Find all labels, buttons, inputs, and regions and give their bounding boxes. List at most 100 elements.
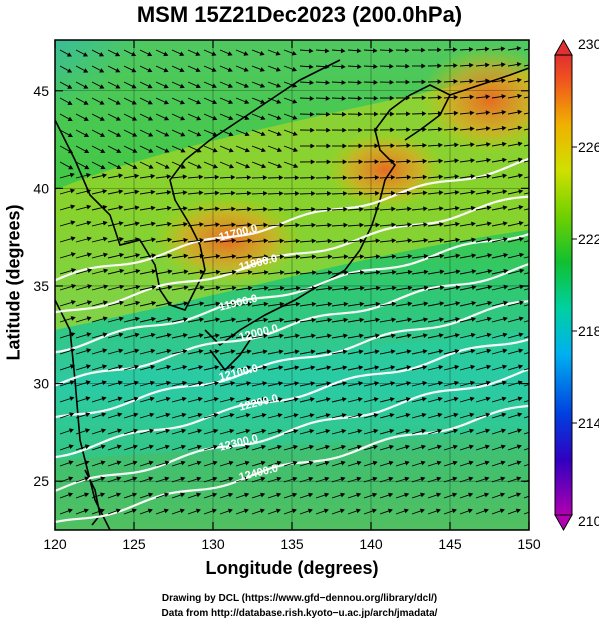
wind-vector-head [503,300,509,306]
wind-vector-head [115,84,121,89]
wind-vector-head [438,364,444,370]
wind-vector-head [420,460,426,466]
wind-vector [523,48,529,51]
wind-vector-head [503,237,508,242]
wind-vector-head [212,147,218,153]
wind-vector-head [163,51,169,57]
wind-vector-head [228,163,234,169]
wind-vector-head [117,380,123,386]
wind-vector-head [118,173,124,179]
wind-vector-head [197,412,203,418]
wind-vector-head [69,412,75,417]
wind-vector-head [244,163,251,169]
wind-vector-head [471,285,477,290]
wind-vector-head [212,492,218,498]
wind-vector-head [471,253,477,259]
wind-vector-head [228,147,234,153]
wind-vector-head [198,349,204,354]
wind-vector-head [70,332,76,337]
wind-vector-head [118,189,124,195]
wind-vector-head [292,83,298,88]
wind-vector-head [67,132,73,138]
wind-vector-head [341,96,347,101]
wind-vector-head [244,492,250,498]
wind-vector-head [453,94,459,100]
wind-vector-head [165,396,171,402]
wind-vector-head [534,429,538,432]
wind-vector-head [82,52,89,57]
wind-vector-head [470,205,476,211]
wind-vector-head [182,174,188,180]
wind-vector-head [292,131,298,136]
wind-vector-head [326,381,332,387]
wind-vector-head [132,460,138,466]
wind-vector-head [390,381,396,386]
wind-vector-head [358,381,364,386]
wind-vector-head [67,508,73,514]
wind-vector-head [116,132,122,137]
wind-vector-head [343,270,349,276]
wind-vector-head [103,300,108,306]
wind-vector-head [485,110,491,116]
wind-vector-head [134,189,140,195]
wind-vector-head [103,284,109,290]
wind-vector-head [211,83,217,89]
wind-vector-head [373,79,379,85]
wind-vector-head [147,100,153,105]
wind-vector-head [405,95,411,101]
wind-vector-head [375,269,381,275]
wind-vector-head [166,174,172,179]
wind-vector-head [263,285,269,291]
wind-vector-head [133,412,139,418]
wind-vector-head [149,396,155,402]
wind-vector-head [118,348,124,354]
wind-vector-head [84,164,90,170]
wind-vector-head [484,444,490,450]
wind-vector-head [246,175,252,180]
wind-vector-head [67,84,73,89]
wind-vector-head [231,285,237,291]
wind-vector-head [471,237,477,243]
wind-vector-head [341,64,346,70]
wind-vector-head [535,333,538,336]
wind-vector-head [149,412,155,418]
wind-vector-head [102,189,108,194]
wind-vector-head [134,221,140,227]
wind-vector-head [468,460,474,466]
wind-vector-head [454,364,460,370]
wind-vector-head [230,174,236,180]
wind-vector-head [70,204,76,210]
wind-vector-head [263,270,269,275]
wind-vector-head [182,380,188,386]
wind-vector-head [309,428,315,434]
wind-vector-head [230,333,236,339]
wind-vector-head [244,99,250,104]
wind-vector-head [535,317,539,320]
wind-vector-head [181,396,187,402]
wind-vector-head [263,333,268,339]
wind-vector-head [131,100,137,105]
wind-vector-head [247,206,252,212]
wind-vector-head [452,444,458,450]
wind-vector-head [247,254,253,260]
wind-vector-head [102,316,108,322]
wind-vector-head [228,460,234,466]
credit-drawing: Drawing by DCL (https://www.gfd−dennou.o… [161,593,438,604]
wind-vector-head [166,364,172,370]
wind-vector-head [533,62,536,65]
wind-vector-head [180,444,187,450]
wind-vector-head [436,444,443,450]
wind-vector-head [147,51,153,57]
wind-vector-head [373,397,379,402]
wind-vector-head [133,396,139,402]
wind-vector-head [375,206,380,212]
wind-vector-head [452,460,458,466]
wind-vector-head [375,301,381,307]
wind-vector-head [215,285,221,291]
wind-vector-head [132,164,138,169]
height-contour-line [55,195,529,314]
wind-vector [523,431,529,435]
wind-vector-head [133,380,139,386]
wind-vector-head [295,270,301,276]
wind-vector-head [135,253,141,258]
